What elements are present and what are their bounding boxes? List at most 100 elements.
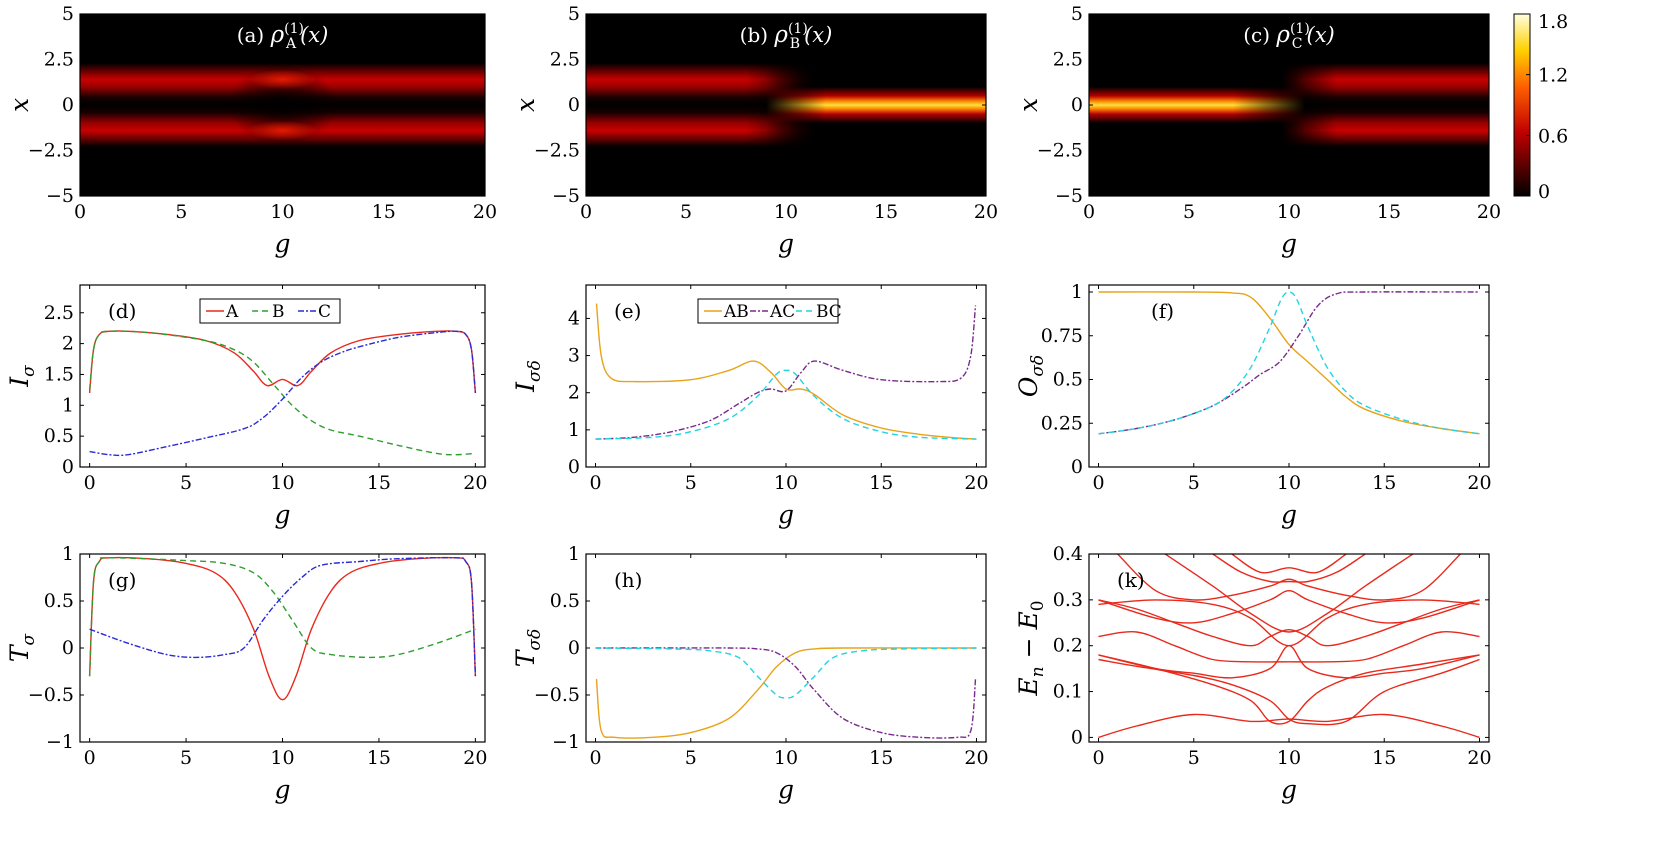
- series-line-B: [88, 557, 476, 677]
- colorbar-tick-label: 1.8: [1538, 11, 1568, 33]
- y-tick-label: 0: [568, 637, 580, 659]
- legend: AB AC BC: [697, 298, 842, 324]
- x-axis-label: g: [1281, 229, 1297, 258]
- x-tick-label: 20: [974, 201, 998, 223]
- heatmap-peak-upper: [247, 69, 318, 90]
- x-tick-label: 10: [270, 747, 294, 769]
- panel-tag: (h): [614, 568, 643, 592]
- x-tick-label: 5: [1188, 472, 1200, 494]
- y-axis-label: Iσ: [5, 365, 39, 388]
- panel-b: 0 5 10 15 20 −5 −2.5 0 2.5 5 g x (b) ρ(1) B (x): [511, 3, 998, 258]
- x-tick-label: 10: [1277, 747, 1301, 769]
- y-axis-label: Tσ: [5, 633, 39, 662]
- panel-tag: (e): [614, 299, 641, 323]
- y-tick-label: 0.3: [1053, 589, 1083, 611]
- legend-label-B: B: [272, 302, 285, 322]
- series-line-level-9: [1164, 554, 1414, 633]
- y-tick-label: −2.5: [534, 140, 580, 162]
- series-line-level-6: [1098, 599, 1480, 647]
- x-tick-label: 15: [372, 201, 396, 223]
- panel-tag: (g): [108, 568, 136, 592]
- x-tick-label: 20: [964, 747, 988, 769]
- y-axis-label: Iσδ: [511, 360, 545, 393]
- y-axis-label: En − E0: [1014, 600, 1048, 696]
- x-tick-label: 15: [869, 747, 893, 769]
- y-axis-label: Tσδ: [511, 629, 545, 668]
- heatmap-layer: 0 5 10 15 20 −5 −2.5 0 2.5 5 g x (a) ρ(1) A (x) 0 5 10 15 2…: [5, 3, 1568, 258]
- y-axis-label: x: [511, 98, 540, 112]
- x-tick-label: 0: [84, 472, 96, 494]
- series-group: [1098, 291, 1480, 435]
- x-tick-label: 10: [774, 201, 798, 223]
- panel-e: 0 5 10 15 20 0 1 2 3 4 g Iσδ (e) AB AC BC: [511, 284, 989, 529]
- y-tick-label: 2.5: [44, 49, 74, 71]
- series-line-level-8: [1117, 554, 1461, 601]
- x-tick-label: 0: [589, 747, 601, 769]
- panel-tag: (k): [1117, 568, 1145, 592]
- x-tick-label: 10: [774, 472, 798, 494]
- panel-c: 0 5 10 15 20 −5 −2.5 0 2.5 5 g x (c) ρ(1) C (x) 0 0.6 1.2…: [1014, 3, 1568, 258]
- series-line-level-3: [1098, 658, 1480, 726]
- series-line-BC: [595, 369, 977, 440]
- y-tick-label: 0.5: [44, 425, 74, 447]
- legend-label-AC: AC: [769, 302, 795, 322]
- y-tick-label: −2.5: [1037, 140, 1083, 162]
- y-tick-label: 1: [568, 543, 580, 565]
- panel-title: (b) ρ(1) B (x): [740, 21, 833, 52]
- y-tick-label: −5: [552, 185, 580, 207]
- y-tick-label: 0: [1071, 726, 1083, 748]
- x-tick-label: 15: [367, 747, 391, 769]
- x-tick-label: 20: [463, 747, 487, 769]
- x-tick-label: 0: [1092, 472, 1104, 494]
- series-line-level-7: [1098, 589, 1480, 624]
- y-tick-label: −1: [552, 731, 580, 753]
- y-tick-label: 0.1: [1053, 681, 1083, 703]
- x-tick-label: 10: [270, 472, 294, 494]
- y-tick-label: −0.5: [534, 684, 580, 706]
- y-tick-label: 3: [568, 345, 580, 367]
- series-group: [88, 556, 477, 701]
- x-tick-label: 0: [74, 201, 86, 223]
- colorbar-tick-label: 0: [1538, 181, 1550, 203]
- series-line-level-5: [1098, 631, 1480, 663]
- y-tick-label: 0: [62, 637, 74, 659]
- y-tick-label: 2.5: [44, 302, 74, 324]
- y-tick-label: 1: [1071, 281, 1083, 303]
- x-tick-label: 0: [84, 747, 96, 769]
- y-tick-label: 0.5: [1053, 369, 1083, 391]
- panel-title: (c) ρ(1) C (x): [1243, 21, 1335, 52]
- y-tick-label: 0.5: [44, 590, 74, 612]
- x-tick-label: 5: [180, 472, 192, 494]
- colorbar-gradient: [1513, 13, 1531, 197]
- y-tick-label: 0.25: [1041, 412, 1083, 434]
- series-line-level-10: [1212, 554, 1366, 583]
- x-axis-label: g: [274, 500, 290, 529]
- x-tick-label: 5: [680, 201, 692, 223]
- x-tick-label: 20: [1467, 472, 1491, 494]
- x-tick-label: 5: [175, 201, 187, 223]
- y-tick-label: −1: [46, 731, 74, 753]
- x-tick-label: 0: [1083, 201, 1095, 223]
- y-axis-label: x: [5, 98, 34, 112]
- y-tick-label: 5: [62, 3, 74, 25]
- legend-label-A: A: [225, 302, 239, 322]
- series-line-BC: [595, 647, 977, 699]
- y-tick-label: 1.5: [44, 363, 74, 385]
- y-tick-label: 0: [1071, 456, 1083, 478]
- x-tick-label: 20: [1467, 747, 1491, 769]
- panel-f: 0 5 10 15 20 0 0.25 0.5 0.75 1 g Oσδ (f): [1014, 281, 1492, 529]
- x-axis-label: g: [274, 229, 290, 258]
- plot-background: [1089, 285, 1489, 467]
- series-line-AC: [595, 647, 977, 739]
- x-tick-label: 15: [1372, 472, 1396, 494]
- panel-title: (a) ρ(1) A (x): [237, 21, 329, 52]
- x-tick-label: 15: [869, 472, 893, 494]
- y-tick-label: 0.2: [1053, 635, 1083, 657]
- y-tick-label: 1: [62, 394, 74, 416]
- series-group: [88, 330, 477, 457]
- x-tick-label: 15: [1372, 747, 1396, 769]
- series-line-B: [88, 330, 476, 456]
- x-tick-label: 15: [874, 201, 898, 223]
